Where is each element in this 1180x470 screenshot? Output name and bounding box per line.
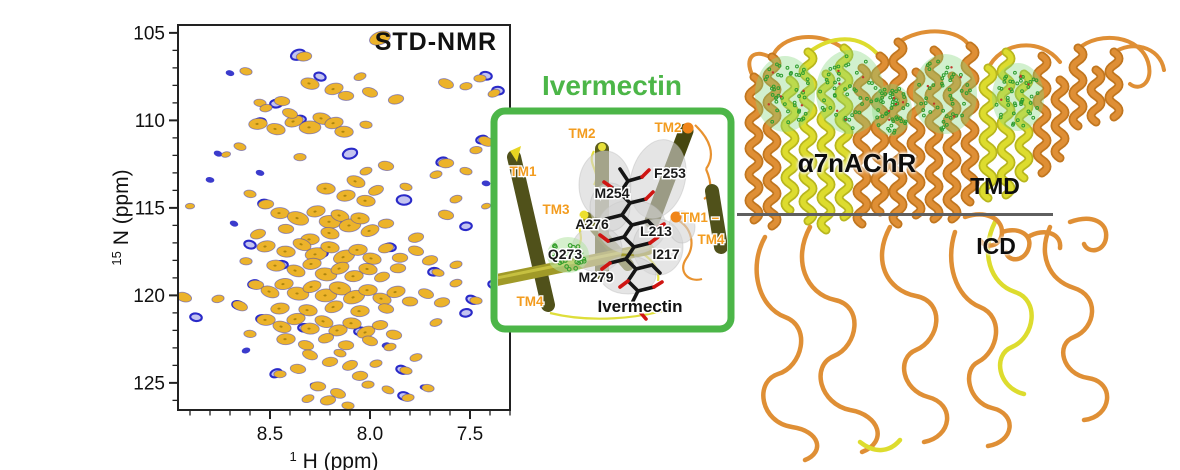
receptor-structure-panel xyxy=(744,29,1166,463)
svg-text:120: 120 xyxy=(133,286,165,307)
svg-text:8.5: 8.5 xyxy=(257,424,283,445)
inset-residue-label: A276 xyxy=(575,216,609,232)
svg-text:115: 115 xyxy=(135,198,165,219)
tmd-domain-label: TMD xyxy=(970,173,1020,199)
inset-helix-label: TM3 xyxy=(543,202,570,217)
inset-residue-label: L213 xyxy=(640,223,672,239)
svg-text:7.5: 7.5 xyxy=(457,424,483,445)
receptor-name-label: α7nAChR xyxy=(797,148,917,178)
inset-helix-label: TM2 xyxy=(655,120,682,135)
inset-ligand-label: Ivermectin xyxy=(597,297,682,316)
inset-residue-label: I217 xyxy=(652,246,679,262)
svg-text:1 H (ppm): 1 H (ppm) xyxy=(290,449,379,470)
svg-text:125: 125 xyxy=(133,373,165,394)
inset-helix-label: TM2 xyxy=(569,126,596,141)
svg-text:8.0: 8.0 xyxy=(357,424,383,445)
nmr-spectrum-panel: 8.5 8.0 7.5 105 110 115 120 125 1 H (ppm) 15 N (p… xyxy=(109,23,511,470)
inset-residue-label: F253 xyxy=(654,165,686,181)
svg-text:105: 105 xyxy=(133,23,165,44)
inset-helix-label: TM4 xyxy=(517,294,544,309)
nmr-panel-title: STD-NMR xyxy=(374,28,497,56)
svg-text:110: 110 xyxy=(135,111,165,132)
inset-helix-label: TM1 – xyxy=(681,210,720,225)
inset-helix-label: TM4 xyxy=(698,232,725,247)
inset-residue-label: Q273 xyxy=(548,246,582,262)
inset-residue-label: M254 xyxy=(594,185,629,201)
svg-text:15 N (ppm): 15 N (ppm) xyxy=(109,169,133,265)
inset-title: Ivermectin xyxy=(541,70,683,101)
inset-helix-label: TM1 xyxy=(510,164,537,179)
membrane-boundary-line xyxy=(737,213,1053,216)
icd-domain-label: ICD xyxy=(976,233,1016,259)
inset-residue-label: M279 xyxy=(578,269,613,285)
ivermectin-binding-site-inset: TM2 TM2 TM1 TM3 TM1 – TM4 TM4 M254 F253 A276 L213 Q… xyxy=(490,107,735,333)
